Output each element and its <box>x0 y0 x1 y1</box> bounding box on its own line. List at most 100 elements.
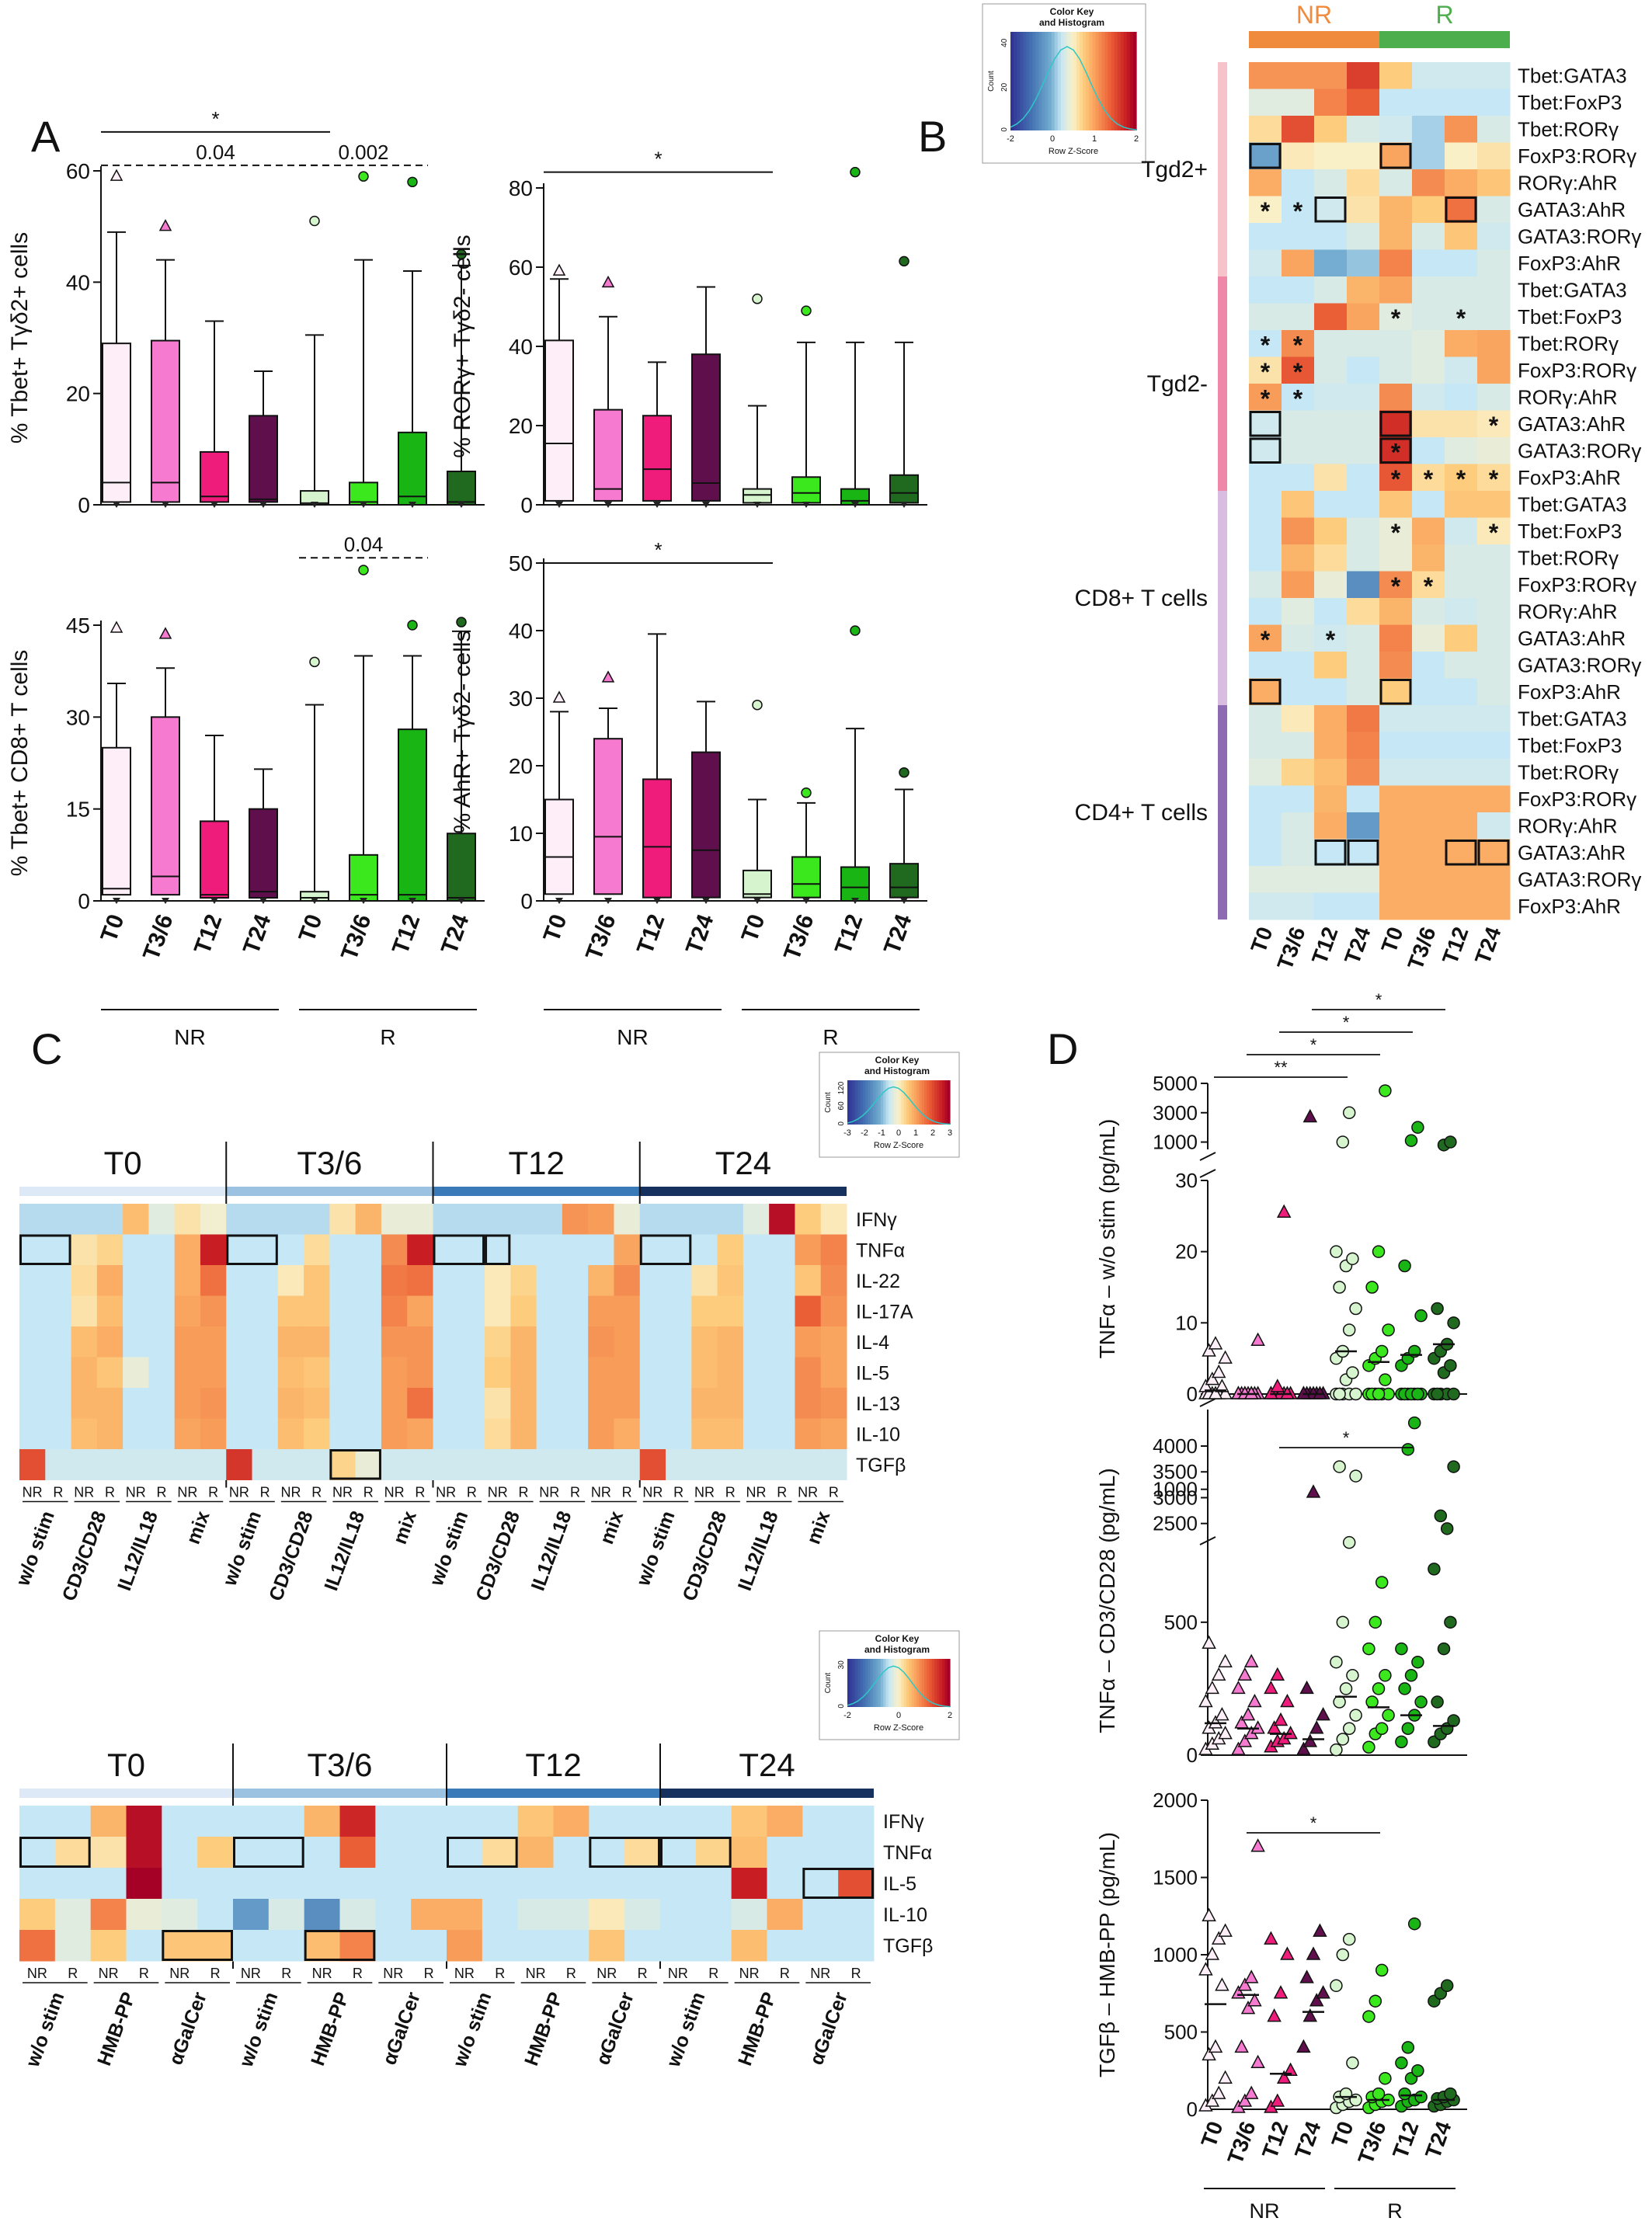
chart-c-bottom-cell <box>304 1868 340 1900</box>
chart-c-bottom-cell <box>411 1806 447 1837</box>
chart-c-top-cell <box>562 1418 589 1450</box>
chart-b-cell <box>1347 303 1380 331</box>
chart-b-row-label: FoxP3:AhR <box>1518 680 1621 704</box>
chart-b-cell <box>1347 169 1380 196</box>
chart-c-top-cell <box>71 1388 98 1419</box>
chart-c-bottom-cell <box>517 1868 554 1900</box>
chart-c-bottom-cell <box>19 1899 56 1931</box>
chart-d2-point <box>1336 1615 1350 1629</box>
chart-c-top-cell <box>277 1295 304 1327</box>
chart-c-bottom-cell <box>838 1868 875 1900</box>
chart-c-top-cell <box>614 1357 641 1389</box>
chart-c-bottom-color-key-swatch <box>878 1659 882 1707</box>
chart-c-top-cell <box>200 1234 227 1266</box>
chart-b-cell <box>1282 384 1315 411</box>
chart-a2-min-marker <box>802 502 810 508</box>
chart-c-top-col-label: NR <box>642 1485 663 1500</box>
chart-b-row-label: FoxP3:RORγ <box>1518 787 1636 811</box>
chart-b-cell <box>1249 249 1282 277</box>
chart-b-cell <box>1347 892 1380 920</box>
chart-c-top-cell <box>795 1295 822 1327</box>
panel-label-d: D <box>1047 1024 1078 1073</box>
chart-b-cell-outline <box>1445 196 1477 223</box>
chart-c-bottom-cell <box>126 1868 162 1900</box>
chart-b-cell-outline <box>1249 143 1282 169</box>
chart-a2-outlier <box>601 275 615 288</box>
chart-a4-outlier <box>801 787 812 798</box>
chart-a4-min-marker <box>653 898 661 904</box>
chart-d3-point <box>1401 2041 1415 2054</box>
chart-b-cell <box>1347 812 1380 840</box>
chart-c-bottom-cell <box>517 1837 554 1869</box>
chart-d2-point <box>1250 1720 1265 1734</box>
chart-a3-x-tick-label: T24 <box>436 911 475 958</box>
chart-b-cell <box>1314 89 1348 116</box>
chart-c-top-cell <box>510 1449 537 1480</box>
chart-c-bottom-cell <box>162 1837 198 1869</box>
chart-a4-outlier <box>601 670 615 683</box>
chart-b-color-key-swatch <box>1129 32 1134 130</box>
chart-c-bottom-color-key-ylabel: Count <box>824 1672 833 1693</box>
chart-c-top-color-key-swatch <box>893 1080 897 1125</box>
chart-d1-point <box>1218 1350 1233 1364</box>
chart-c-top-cell <box>795 1265 822 1296</box>
chart-d3-x-tick-label: T3/6 <box>1222 2118 1260 2167</box>
chart-b-cell <box>1314 62 1348 89</box>
chart-c-bottom-cell <box>90 1837 127 1869</box>
chart-b-color-key-swatch <box>1073 32 1077 130</box>
chart-b-row-group-bar <box>1218 491 1227 705</box>
chart-b-cell <box>1412 410 1445 438</box>
chart-c-top-cell <box>433 1265 460 1296</box>
chart-d2-y-tick-label: 2500 <box>1153 1512 1198 1535</box>
chart-a3-box <box>398 728 427 902</box>
chart-c-bottom-col-label: NR <box>810 1966 830 1981</box>
chart-c-top-color-key-xtick: -1 <box>878 1128 885 1138</box>
chart-b-cell <box>1445 491 1478 518</box>
chart-b-cell <box>1282 652 1315 679</box>
chart-a4-min-marker <box>555 898 563 904</box>
chart-b-row-label: Tbet:FoxP3 <box>1518 305 1622 329</box>
chart-b-cell <box>1347 705 1380 732</box>
chart-d3-point <box>1369 1994 1382 2008</box>
chart-b-color-key-swatch <box>1051 32 1056 130</box>
chart-c-top-cell <box>588 1388 614 1419</box>
chart-c-bottom-cell <box>767 1837 803 1869</box>
chart-b-cell <box>1445 571 1478 599</box>
chart-b-star: * <box>1489 519 1499 547</box>
chart-a4-x-tick-label: T24 <box>879 911 917 958</box>
chart-b-color-key-swatch <box>1108 32 1112 130</box>
chart-c-top-cell <box>381 1326 408 1358</box>
chart-b-color-key-swatch <box>1038 32 1043 130</box>
chart-a3-outlier <box>407 620 418 631</box>
chart-c-top-cell <box>691 1388 718 1419</box>
chart-c-bottom-col-label: NR <box>596 1966 617 1981</box>
chart-c-top-cell <box>458 1295 485 1327</box>
chart-c-top-cell <box>536 1388 563 1419</box>
chart-d2-point <box>1382 1709 1395 1722</box>
chart-a4-x-tick-label: T0 <box>539 911 572 945</box>
chart-c-bottom-cell <box>411 1837 447 1869</box>
chart-c-bottom-color-key-swatch <box>857 1659 861 1707</box>
chart-b-column-label: T12 <box>1307 923 1343 967</box>
chart-b-cell <box>1412 89 1445 116</box>
chart-c-bottom-cell <box>767 1899 803 1931</box>
chart-c-bottom-cell-outline <box>233 1837 304 1868</box>
chart-b-color-key-swatch <box>1014 32 1017 130</box>
chart-b-cell <box>1282 116 1315 143</box>
chart-c-top-cell <box>536 1295 563 1327</box>
chart-c-top-cell <box>510 1234 537 1266</box>
chart-d3-point <box>1215 1977 1229 1991</box>
chart-d3-point <box>1395 2056 1408 2070</box>
chart-d2-point <box>1342 1722 1356 1736</box>
chart-b-row-label: Tbet:RORγ <box>1518 332 1619 355</box>
chart-c-bottom-color-key-swatch <box>944 1659 948 1707</box>
chart-d3-point <box>1379 2071 1392 2085</box>
chart-d2-point <box>1273 1712 1289 1726</box>
chart-b-cell <box>1314 624 1348 652</box>
chart-c-bottom-cell <box>19 1868 56 1900</box>
chart-c-top-cell <box>123 1449 149 1480</box>
chart-c-top-col-label: R <box>777 1485 787 1500</box>
chart-a3-min-marker <box>311 898 318 904</box>
chart-d3-x-tick-label: T24 <box>1290 2118 1326 2161</box>
chart-b-cell <box>1477 116 1511 143</box>
